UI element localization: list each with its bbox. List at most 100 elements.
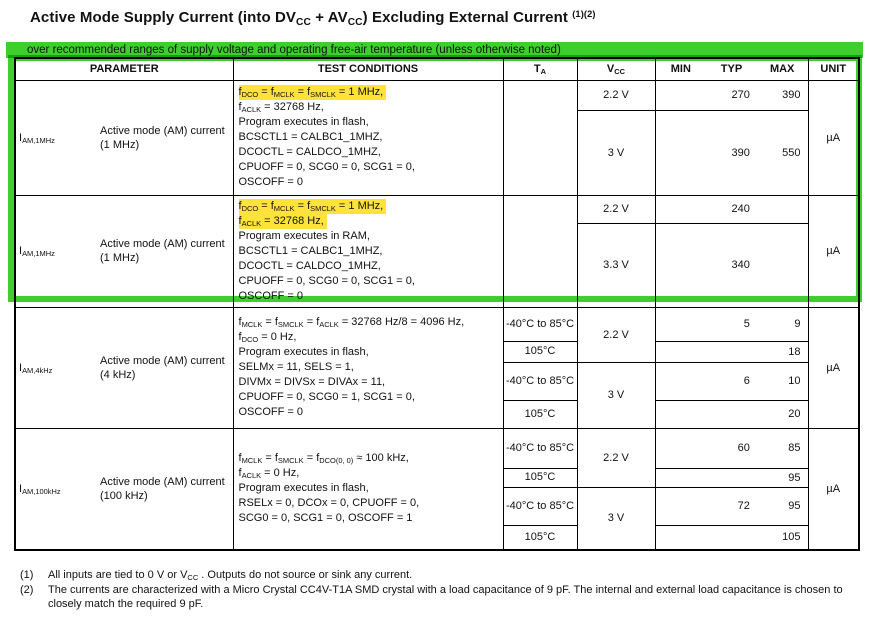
parameter-cell: IAM,1MHz Active mode (AM) current (1 MHz… bbox=[14, 194, 234, 308]
vcc-cell: 2.2 V bbox=[576, 427, 656, 488]
typ-value: 60 bbox=[737, 442, 750, 454]
min-value bbox=[656, 259, 707, 271]
condition-line: fMCLK = fSMCLK = fDCO(0, 0) ≈ 100 kHz, bbox=[238, 452, 409, 466]
col-header-test-conditions: TEST CONDITIONS bbox=[232, 57, 504, 81]
col-header-unit: UNIT bbox=[807, 57, 860, 81]
condition-line: fDCO = fMCLK = fSMCLK = 1 MHz, bbox=[238, 198, 387, 214]
typ-value: 6 bbox=[743, 375, 750, 387]
parameter-name: Active mode (AM) current (1 MHz) bbox=[100, 124, 225, 151]
min-typ-max-cell: 20 bbox=[654, 399, 809, 429]
min-value bbox=[656, 472, 707, 484]
min-typ-max-cell: 105 bbox=[654, 524, 809, 551]
footnote-number: (1) bbox=[20, 569, 34, 581]
footnote-text: All inputs are tied to 0 V or VCC . Outp… bbox=[48, 569, 413, 583]
min-typ-max-cell: 390 550 bbox=[654, 109, 809, 196]
min-value bbox=[656, 203, 707, 215]
footnotes: (1) All inputs are tied to 0 V or VCC . … bbox=[20, 568, 868, 612]
min-value bbox=[656, 375, 707, 387]
parameter-symbol: IAM,100kHz bbox=[19, 482, 61, 496]
condition-line: Program executes in flash, bbox=[238, 116, 369, 128]
col-header-typ: TYP bbox=[720, 63, 743, 76]
header-row: PARAMETER TEST CONDITIONS TA VCC MIN TYP… bbox=[14, 57, 860, 81]
max-value: 10 bbox=[788, 375, 801, 387]
unit-cell: µA bbox=[807, 427, 860, 551]
ta-cell: -40°C to 85°C bbox=[502, 361, 578, 401]
typ-value: 270 bbox=[731, 89, 750, 101]
max-value: 9 bbox=[794, 318, 801, 330]
vcc-cell: 3 V bbox=[576, 109, 656, 196]
condition-line: RSELx = 0, DCOx = 0, CPUOFF = 0, bbox=[238, 497, 420, 510]
max-value: 390 bbox=[782, 89, 801, 101]
unit-cell: µA bbox=[807, 79, 860, 196]
col-header-vcc: VCC bbox=[576, 57, 656, 81]
min-value bbox=[656, 346, 707, 358]
parameter-name: Active mode (AM) current (1 MHz) bbox=[100, 238, 225, 264]
min-value bbox=[656, 318, 707, 330]
col-header-parameter: PARAMETER bbox=[14, 57, 234, 81]
min-typ-max-cell: 340 bbox=[654, 222, 809, 308]
test-conditions-cell: fMCLK = fSMCLK = fDCO(0, 0) ≈ 100 kHz, f… bbox=[232, 427, 504, 551]
typ-value bbox=[706, 472, 757, 484]
condition-line: SCG0 = 0, SCG1 = 0, OSCOFF = 1 bbox=[238, 512, 413, 525]
min-value bbox=[656, 89, 707, 101]
ta-cell bbox=[502, 194, 578, 308]
parameter-symbol: IAM,4kHz bbox=[19, 361, 53, 375]
vcc-cell: 2.2 V bbox=[576, 306, 656, 363]
table-row: IAM,100kHz Active mode (AM) current (100… bbox=[14, 427, 860, 551]
min-typ-max-cell: 60 85 bbox=[654, 427, 809, 469]
parameter-cell: IAM,4kHz Active mode (AM) current (4 kHz… bbox=[14, 306, 234, 429]
condition-line: CPUOFF = 0, SCG0 = 0, SCG1 = 0, bbox=[238, 274, 415, 287]
condition-line: CPUOFF = 0, SCG0 = 0, SCG1 = 0, bbox=[238, 161, 415, 173]
condition-line: SELMx = 11, SELS = 1, bbox=[238, 361, 354, 373]
vcc-cell: 3.3 V bbox=[576, 222, 656, 308]
condition-line: CPUOFF = 0, SCG0 = 1, SCG1 = 0, bbox=[238, 391, 415, 403]
max-value: 95 bbox=[788, 471, 801, 484]
subtitle-highlight-band bbox=[6, 42, 863, 58]
condition-line: DCOCTL = CALDCO_1MHZ, bbox=[238, 259, 381, 272]
subtitle: over recommended ranges of supply voltag… bbox=[27, 44, 561, 56]
min-typ-max-cell: 240 bbox=[654, 194, 809, 224]
condition-line: fACLK = 0 Hz, bbox=[238, 467, 300, 481]
max-value: 550 bbox=[782, 146, 801, 159]
table-row: -40°C to 85°C 3 V 72 95 bbox=[15, 486, 859, 551]
table-row: 3.3 V 340 bbox=[15, 222, 859, 308]
ta-cell: -40°C to 85°C bbox=[502, 427, 578, 469]
condition-line: OSCOFF = 0 bbox=[238, 289, 304, 302]
test-conditions-cell: fDCO = fMCLK = fSMCLK = 1 MHz, fACLK = 3… bbox=[232, 79, 504, 196]
min-value bbox=[656, 442, 707, 454]
max-value bbox=[757, 259, 808, 271]
min-typ-max-cell: 72 95 bbox=[654, 486, 809, 526]
parameter-symbol: IAM,1MHz bbox=[19, 245, 55, 259]
ta-cell bbox=[502, 79, 578, 196]
ta-cell: 105°C bbox=[502, 467, 578, 488]
condition-line: BCSCTL1 = CALBC1_1MHZ, bbox=[238, 131, 383, 143]
col-header-ta: TA bbox=[502, 57, 578, 81]
min-typ-max-cell: 18 bbox=[654, 340, 809, 363]
min-value bbox=[656, 531, 707, 543]
parameter-cell: IAM,1MHz Active mode (AM) current (1 MHz… bbox=[14, 79, 234, 196]
min-typ-max-cell: 95 bbox=[654, 467, 809, 488]
typ-value bbox=[706, 408, 757, 420]
max-value: 85 bbox=[788, 442, 801, 454]
condition-line: Program executes in flash, bbox=[238, 482, 369, 495]
typ-value: 5 bbox=[743, 318, 750, 330]
table-row: -40°C to 85°C 3 V 6 10 bbox=[15, 361, 859, 429]
footnote: (2) The currents are characterized with … bbox=[20, 583, 868, 611]
vcc-cell: 2.2 V bbox=[576, 79, 656, 111]
max-value: 95 bbox=[788, 500, 801, 512]
condition-line: DIVMx = DIVSx = DIVAx = 11, bbox=[238, 376, 386, 388]
parameter-cell: IAM,100kHz Active mode (AM) current (100… bbox=[14, 427, 234, 551]
condition-line: fDCO = 0 Hz, bbox=[238, 331, 297, 345]
footnote-number: (2) bbox=[20, 584, 34, 596]
ta-cell: 105°C bbox=[502, 340, 578, 363]
condition-line: BCSCTL1 = CALBC1_1MHZ, bbox=[238, 244, 383, 257]
min-typ-max-cell: 5 9 bbox=[654, 306, 809, 342]
unit-cell: µA bbox=[807, 306, 860, 429]
typ-value bbox=[706, 346, 757, 358]
ta-cell: 105°C bbox=[502, 524, 578, 551]
condition-line: OSCOFF = 0 bbox=[238, 176, 304, 188]
ta-cell: -40°C to 85°C bbox=[502, 306, 578, 342]
table-row: IAM,4kHz Active mode (AM) current (4 kHz… bbox=[14, 306, 860, 429]
ta-cell: 105°C bbox=[502, 399, 578, 429]
min-value bbox=[656, 147, 707, 159]
